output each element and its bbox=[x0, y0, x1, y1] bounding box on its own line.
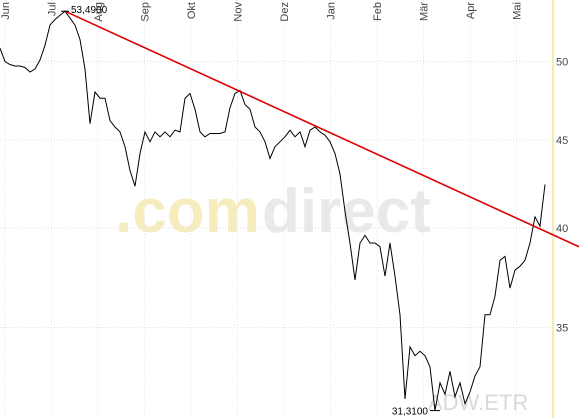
y-tick-label: 50 bbox=[556, 57, 568, 69]
x-tick-label: Sep bbox=[140, 2, 152, 22]
x-tick-label: Mär bbox=[419, 2, 431, 21]
x-tick-label: Apr bbox=[465, 2, 477, 19]
watermark-direct: direct bbox=[262, 177, 431, 246]
watermark-com: .com bbox=[115, 177, 260, 246]
x-tick-label: Aug bbox=[93, 2, 105, 22]
y-tick-label: 45 bbox=[556, 135, 568, 147]
x-tick-label: Jan bbox=[326, 2, 338, 20]
x-tick-label: Mai bbox=[512, 2, 524, 20]
high-label: 53,4900 bbox=[71, 5, 108, 16]
y-tick-label: 40 bbox=[556, 223, 568, 235]
symbol-watermark: ADW.ETR bbox=[428, 390, 528, 415]
x-tick-label: Feb bbox=[372, 2, 384, 21]
x-tick-label: Okt bbox=[186, 2, 198, 19]
y-tick-label: 35 bbox=[556, 322, 568, 334]
low-label: 31,3100 bbox=[392, 407, 429, 418]
price-line bbox=[0, 10, 546, 411]
x-tick-label: Dez bbox=[279, 2, 291, 22]
x-tick-label: Jul bbox=[47, 2, 59, 16]
trend-line bbox=[64, 10, 579, 248]
x-tick-label: Jun bbox=[0, 2, 12, 20]
x-tick-label: Nov bbox=[233, 2, 245, 22]
